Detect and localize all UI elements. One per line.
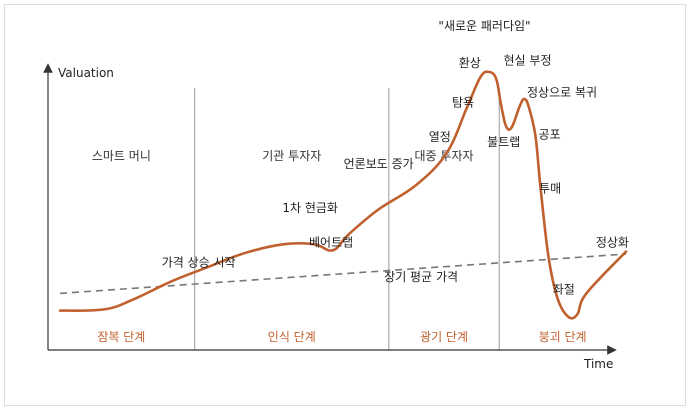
annotation-label: 1차 현금화: [282, 201, 338, 215]
phase-stage-label: 붕괴 단계: [539, 330, 587, 344]
phase-dividers: [194, 88, 500, 350]
annotation-label: 탐욕: [452, 95, 474, 109]
phase-stage-label: 잠복 단계: [97, 330, 145, 344]
annotation-label: 정상화: [596, 236, 629, 250]
annotation-label: 언론보도 증가: [344, 157, 414, 171]
phase-stage-label: 광기 단계: [420, 330, 468, 344]
curve-layer: [58, 70, 628, 320]
trend-layer: [59, 253, 627, 295]
annotation-label: 불트랩: [487, 135, 520, 149]
annotation-label: 베어트랩: [309, 236, 353, 250]
phase-actor-label: 기관 투자자: [262, 149, 321, 163]
annotation-label: 가격 상승 시작: [162, 255, 236, 269]
series-bubble-curve: [58, 70, 628, 320]
annotation-label: 장기 평균 가격: [384, 270, 458, 284]
chart-frame: [4, 4, 686, 406]
phase-actor-label: 스마트 머니: [92, 149, 151, 163]
y-axis-title: Valuation: [58, 66, 114, 80]
phase-stage-label: 인식 단계: [268, 330, 316, 344]
series-long-term-average: [59, 253, 627, 295]
annotation-label: 공포: [539, 127, 561, 141]
annotation-label: 현실 부정: [504, 54, 552, 68]
annotation-label: 열정: [429, 130, 451, 144]
annotation-label: "새로운 패러다임": [438, 19, 530, 33]
x-axis-title: Time: [583, 357, 613, 371]
annotation-label: 정상으로 복귀: [527, 86, 597, 100]
annotation-label: 투매: [539, 182, 561, 196]
annotation-label: 좌절: [553, 282, 575, 296]
annotation-label: 환상: [459, 56, 481, 70]
